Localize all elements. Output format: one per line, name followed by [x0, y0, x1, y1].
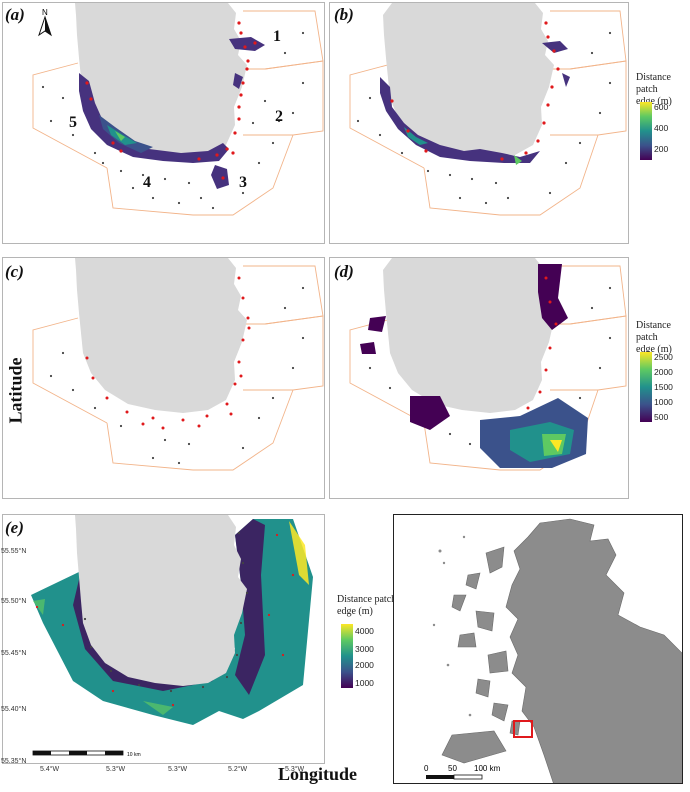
area-label-1: 1 — [273, 28, 281, 45]
legend-e: Distance patch edge (m) 4000 3000 2000 1… — [337, 594, 397, 688]
y-axis-label: Latitude — [5, 357, 26, 424]
map-b — [349, 3, 627, 216]
lon-tick: 5.3°W — [285, 766, 305, 773]
kernel-density-d — [360, 264, 588, 468]
red-points-a — [85, 21, 257, 180]
svg-text:10 km: 10 km — [127, 752, 141, 758]
area-boundaries — [32, 265, 324, 471]
survey-points-a — [41, 31, 305, 210]
survey-points-d — [368, 286, 612, 446]
scale-bar: 10 km — [32, 750, 141, 758]
survey-points-b — [356, 31, 612, 205]
x-axis-label: Longitude — [278, 764, 358, 784]
red-points-d — [526, 276, 558, 410]
inset-map: 0 50 100 km — [393, 514, 683, 784]
lat-tick: 55.50°N — [1, 598, 27, 605]
land-mass — [75, 515, 247, 686]
kernel-density-a — [79, 37, 265, 189]
land-mass — [75, 3, 247, 158]
area-label-2: 2 — [275, 108, 283, 125]
area-label-3: 3 — [239, 174, 247, 191]
svg-text:N: N — [42, 8, 48, 17]
lon-tick: 5.4°W — [40, 766, 60, 773]
land-mass — [75, 258, 247, 413]
legend-ab: Distance patch edge (m) 600 400 200 — [636, 72, 690, 172]
lon-tick: 5.2°W — [228, 766, 248, 773]
land-mass — [383, 3, 554, 158]
panel-a: N 1 2 3 4 5 — [2, 2, 325, 244]
study-area-highlight — [513, 720, 533, 738]
colorbar-e — [341, 624, 353, 688]
survey-points-c — [49, 286, 305, 465]
area-label-4: 4 — [143, 174, 151, 191]
lat-tick: 55.35°N — [1, 758, 27, 765]
lat-tick: 55.55°N — [1, 548, 27, 555]
panel-d — [329, 257, 629, 499]
map-e: 10 km — [31, 515, 313, 758]
red-points-c — [85, 276, 251, 430]
panel-b — [329, 2, 629, 244]
lat-tick: 55.40°N — [1, 706, 27, 713]
lon-tick: 5.3°W — [168, 766, 188, 773]
svg-text:50: 50 — [448, 764, 457, 773]
north-arrow: N — [38, 8, 52, 37]
area-boundaries — [349, 265, 627, 471]
panel-label-e: (e) — [5, 518, 24, 537]
panel-label-d: (d) — [334, 262, 354, 281]
map-c — [32, 258, 324, 471]
panel-e: 10 km — [2, 514, 325, 764]
area-boundaries — [349, 10, 627, 216]
land-mass — [383, 258, 554, 413]
lat-tick: 55.45°N — [1, 650, 27, 657]
survey-points-e — [83, 531, 249, 693]
red-points-b — [390, 21, 560, 161]
panel-label-c: (c) — [5, 262, 24, 281]
kernel-density-b — [380, 41, 570, 165]
panel-c — [2, 257, 325, 499]
area-label-5: 5 — [69, 114, 77, 131]
inset-scale-bar: 0 50 100 km — [424, 764, 501, 780]
colorbar-d — [640, 352, 652, 422]
lon-tick: 5.3°W — [106, 766, 126, 773]
map-a: N 1 2 3 4 5 — [32, 3, 324, 216]
panel-label-b: (b) — [334, 5, 354, 24]
red-points-e — [35, 533, 295, 707]
colorbar-ab — [640, 102, 652, 160]
area-boundaries — [32, 10, 324, 216]
scotland-map: 0 50 100 km — [424, 518, 682, 783]
svg-text:0: 0 — [424, 764, 429, 773]
legend-d: Distance patch edge (m) 2500 2000 1500 1… — [636, 320, 673, 422]
map-d — [349, 258, 627, 471]
panel-label-a: (a) — [5, 5, 25, 24]
svg-text:100 km: 100 km — [474, 764, 501, 773]
